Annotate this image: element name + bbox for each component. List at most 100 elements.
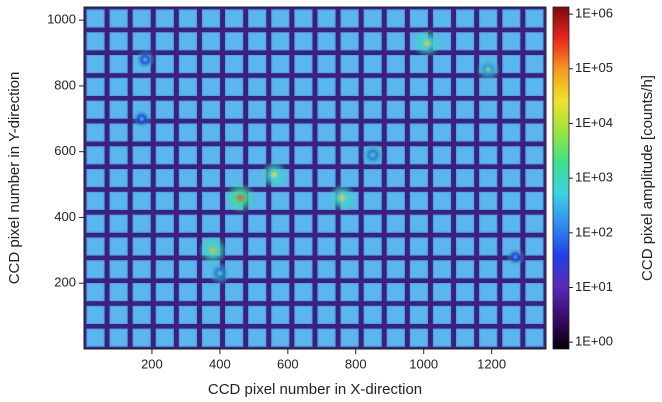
sensor-square (156, 101, 173, 118)
colorbar-tick-label: 1E+02 (575, 224, 613, 239)
sensor-square (387, 33, 404, 50)
sensor-square (179, 215, 196, 232)
sensor-square (133, 238, 150, 255)
sensor-square (434, 192, 451, 209)
sensor-square (457, 284, 474, 301)
sensor-square (156, 192, 173, 209)
hotspot (132, 109, 151, 128)
sensor-square (203, 192, 220, 209)
sensor-square (226, 33, 243, 50)
sensor-square (318, 147, 335, 164)
y-tick-label: 200 (54, 275, 76, 290)
sensor-square (87, 192, 104, 209)
sensor-square (295, 33, 312, 50)
hotspot (328, 184, 356, 212)
sensor-square (87, 101, 104, 118)
x-tick-label: 1200 (477, 356, 506, 371)
sensor-square (272, 124, 289, 141)
sensor-square (203, 147, 220, 164)
sensor-square (133, 147, 150, 164)
sensor-square (480, 215, 497, 232)
sensor-square (249, 124, 266, 141)
sensor-square (203, 124, 220, 141)
sensor-square (410, 306, 427, 323)
sensor-square (503, 101, 520, 118)
hotspot (199, 236, 228, 265)
sensor-square (318, 78, 335, 95)
sensor-square (156, 124, 173, 141)
sensor-square (87, 33, 104, 50)
sensor-square (526, 124, 543, 141)
sensor-square (387, 238, 404, 255)
sensor-square (156, 329, 173, 346)
sensor-square (226, 147, 243, 164)
sensor-square (503, 147, 520, 164)
sensor-square (226, 306, 243, 323)
sensor-square (249, 147, 266, 164)
sensor-square (110, 124, 127, 141)
hotspot (260, 161, 288, 189)
y-tick-label: 800 (54, 77, 76, 92)
sensor-square (179, 56, 196, 73)
sensor-square (110, 329, 127, 346)
sensor-square (87, 147, 104, 164)
sensor-square (249, 284, 266, 301)
sensor-square (295, 170, 312, 187)
sensor-square (179, 170, 196, 187)
sensor-square (318, 10, 335, 27)
sensor-square (364, 306, 381, 323)
sensor-square (133, 192, 150, 209)
sensor-square (364, 56, 381, 73)
colorbar-tick-label: 1E+05 (575, 60, 613, 75)
colorbar (553, 7, 569, 349)
sensor-square (480, 329, 497, 346)
sensor-square (110, 284, 127, 301)
sensor-square (387, 329, 404, 346)
sensor-square (295, 261, 312, 278)
sensor-square (410, 78, 427, 95)
sensor-square (272, 56, 289, 73)
sensor-square (156, 33, 173, 50)
sensor-square (203, 56, 220, 73)
sensor-square (503, 33, 520, 50)
sensor-square (179, 261, 196, 278)
sensor-square (526, 238, 543, 255)
sensor-square (179, 238, 196, 255)
sensor-square (249, 101, 266, 118)
sensor-square (179, 10, 196, 27)
sensor-square (410, 124, 427, 141)
sensor-square (341, 215, 358, 232)
sensor-square (480, 170, 497, 187)
sensor-square (87, 284, 104, 301)
sensor-square (526, 56, 543, 73)
sensor-square (203, 329, 220, 346)
x-tick-label: 800 (345, 356, 367, 371)
sensor-square (526, 33, 543, 50)
sensor-square (364, 78, 381, 95)
sensor-square (364, 215, 381, 232)
sensor-square (457, 261, 474, 278)
sensor-square (249, 238, 266, 255)
sensor-square (133, 306, 150, 323)
sensor-square (87, 124, 104, 141)
sensor-square (410, 215, 427, 232)
sensor-square (364, 10, 381, 27)
x-tick-label: 600 (277, 356, 299, 371)
sensor-square (87, 215, 104, 232)
sensor-square (503, 56, 520, 73)
sensor-square (526, 170, 543, 187)
sensor-square (156, 78, 173, 95)
sensor-square (110, 306, 127, 323)
sensor-square (179, 192, 196, 209)
sensor-square (133, 78, 150, 95)
sensor-square (434, 284, 451, 301)
sensor-square (203, 10, 220, 27)
sensor-square (203, 306, 220, 323)
sensor-square (434, 306, 451, 323)
sensor-square (110, 192, 127, 209)
sensor-square (457, 192, 474, 209)
sensor-square (295, 238, 312, 255)
sensor-square (179, 101, 196, 118)
sensor-square (156, 10, 173, 27)
sensor-square (434, 261, 451, 278)
